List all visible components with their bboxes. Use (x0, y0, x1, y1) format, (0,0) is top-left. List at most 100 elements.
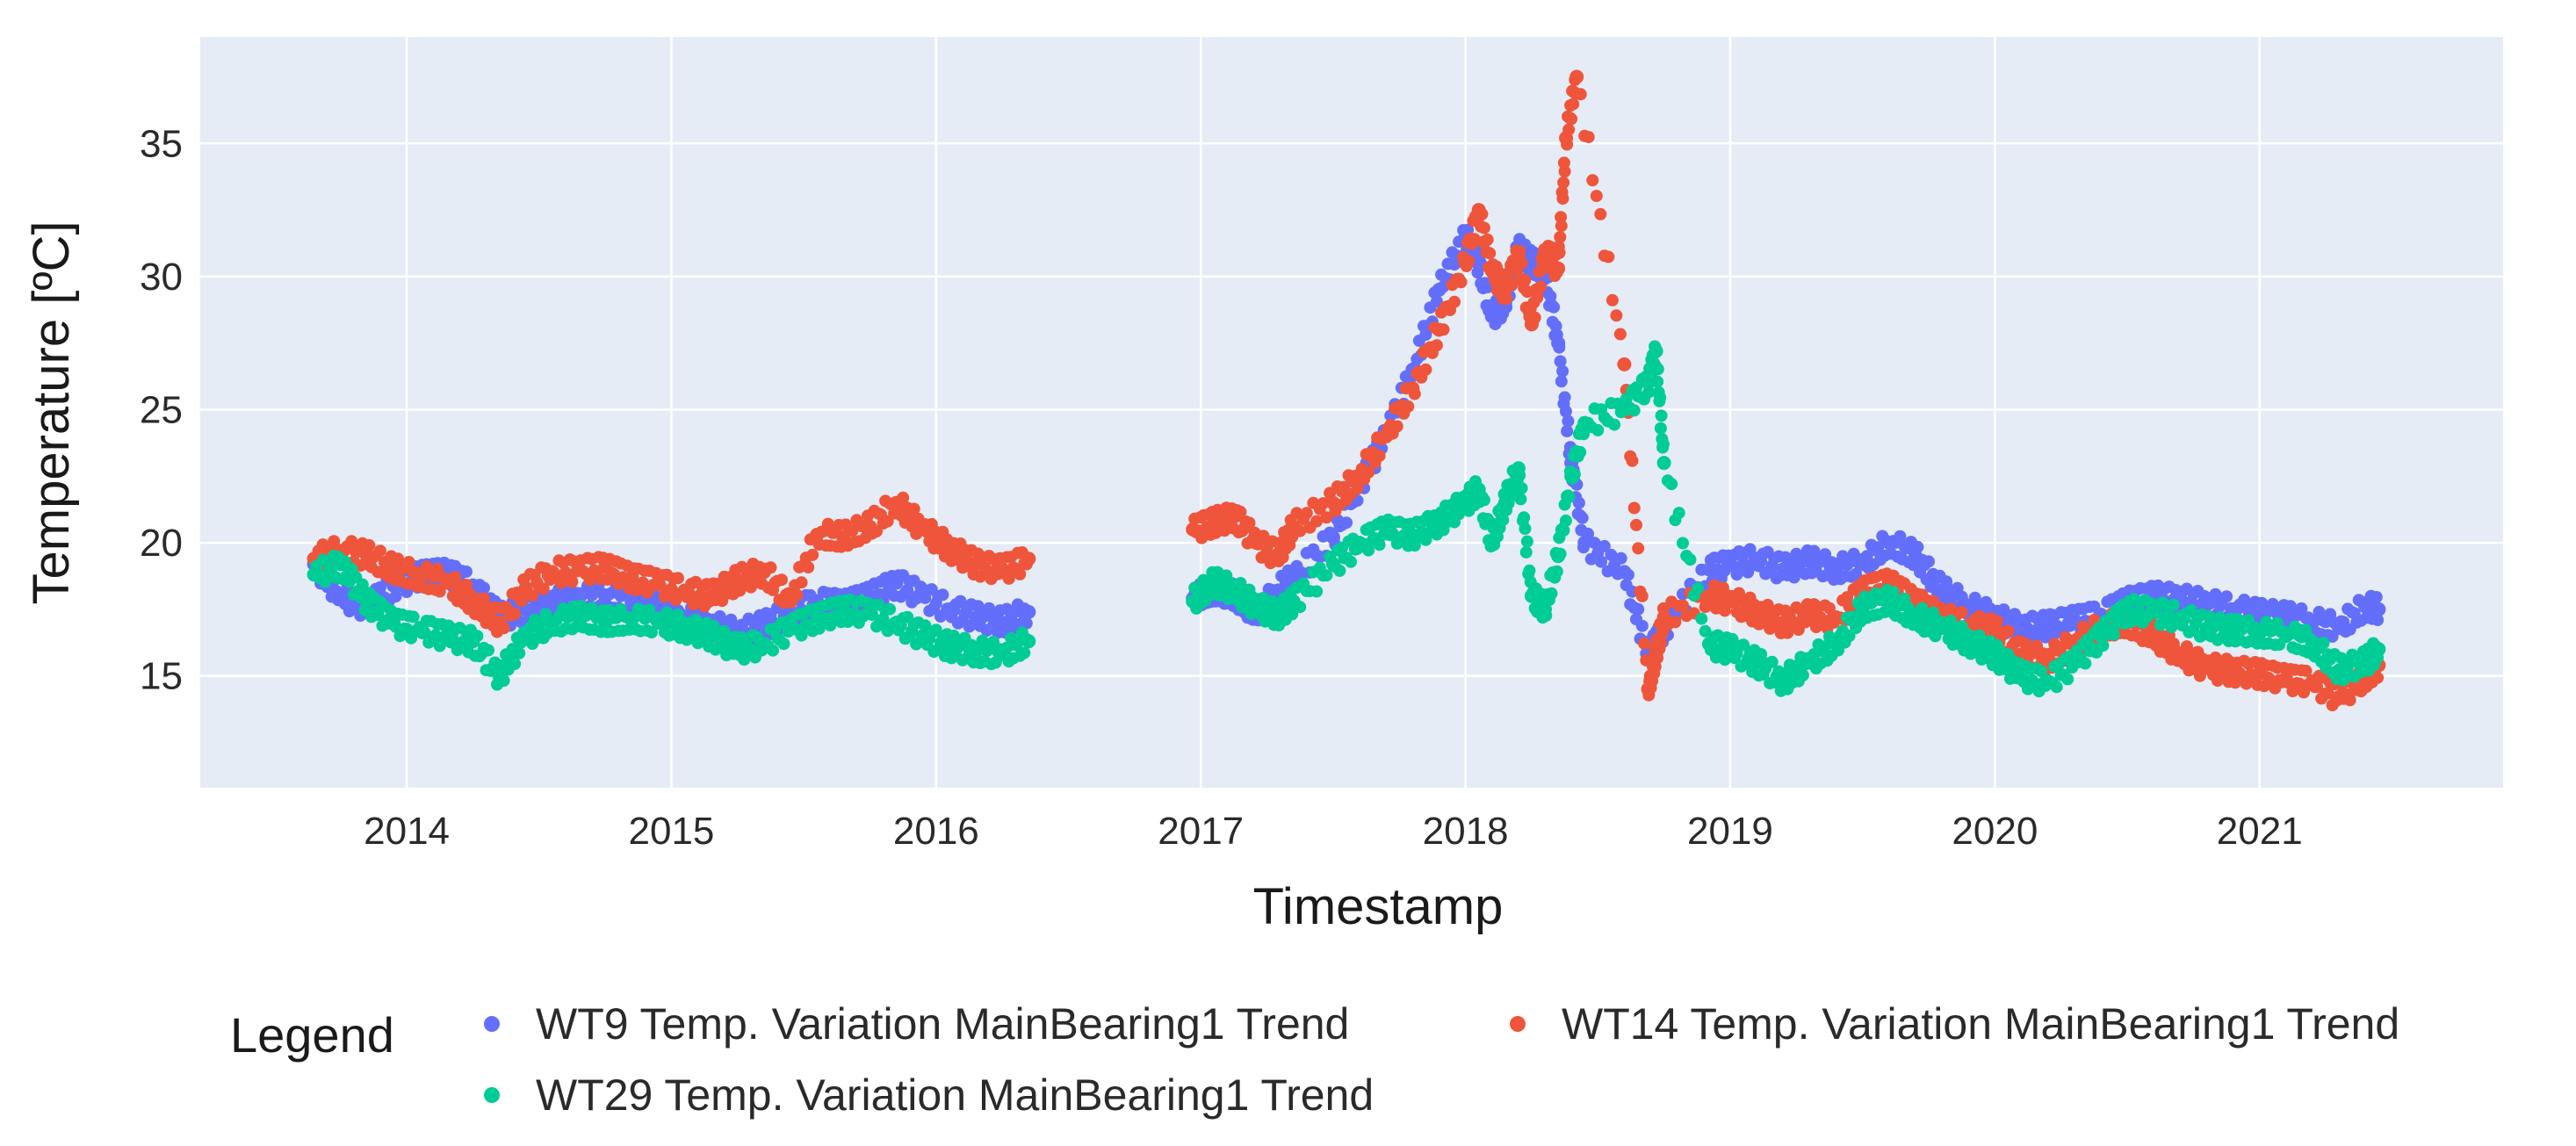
trend-marker-wt29 (1591, 423, 1605, 436)
trend-marker-wt29 (2079, 657, 2092, 670)
legend-item-wt9[interactable]: WT9 Temp. Variation MainBearing1 Trend (484, 999, 1349, 1049)
trend-marker-wt14 (1677, 599, 1689, 612)
legend-marker-wt29 (484, 1087, 500, 1103)
trend-marker-wt9 (1020, 616, 1033, 630)
trend-marker-wt29 (1642, 386, 1656, 399)
y-tick-label-35: 35 (140, 122, 183, 165)
trend-marker-wt29 (2288, 620, 2301, 633)
trend-marker-wt14 (776, 573, 788, 587)
y-tick-label-15: 15 (140, 655, 183, 698)
trend-marker-wt29 (1545, 587, 1558, 600)
trend-marker-wt29 (1608, 418, 1621, 431)
trend-marker-wt29 (1887, 586, 1900, 599)
trend-marker-wt9 (1860, 550, 1873, 563)
trend-marker-wt29 (1765, 655, 1779, 668)
x-tick-label-2014: 2014 (364, 810, 450, 853)
trend-marker-wt14 (1002, 572, 1015, 585)
trend-marker-wt14 (363, 538, 376, 551)
trend-marker-wt14 (806, 548, 819, 561)
trend-marker-wt29 (1898, 592, 1911, 605)
x-tick-label-2018: 2018 (1423, 810, 1509, 853)
trend-marker-wt14 (1448, 295, 1461, 308)
trend-marker-wt9 (1588, 537, 1601, 550)
trend-marker-wt14 (1555, 211, 1568, 224)
trend-marker-wt14 (1594, 207, 1607, 220)
trend-marker-wt14 (1519, 273, 1532, 286)
trend-marker-wt14 (1602, 250, 1615, 263)
trend-marker-wt29 (2096, 639, 2110, 652)
trend-marker-wt9 (389, 590, 402, 603)
trend-marker-wt29 (1627, 404, 1641, 417)
trend-marker-wt14 (1515, 256, 1528, 270)
trend-marker-wt29 (1477, 494, 1490, 507)
trend-marker-wt14 (2002, 624, 2015, 638)
trend-marker-wt29 (2270, 616, 2284, 630)
trend-marker-wt14 (1483, 247, 1497, 260)
legend-item-wt14[interactable]: WT14 Temp. Variation MainBearing1 Trend (1510, 999, 2399, 1049)
trend-marker-wt14 (1627, 501, 1641, 515)
trend-marker-wt14 (566, 575, 579, 588)
trend-marker-wt29 (1515, 481, 1528, 494)
point-wt29-52 (1656, 456, 1671, 471)
trend-marker-wt29 (1310, 585, 1324, 598)
y-axis-title: Temperature [ºC] (23, 220, 80, 604)
trend-marker-wt9 (478, 581, 490, 595)
trend-marker-wt14 (2371, 671, 2385, 684)
trend-marker-wt14 (1567, 97, 1580, 111)
trend-marker-wt29 (1665, 478, 1678, 491)
trend-marker-wt29 (1519, 523, 1532, 535)
trend-marker-wt29 (1286, 608, 1299, 621)
y-tick-label-25: 25 (140, 388, 183, 431)
y-tick-label-30: 30 (140, 256, 183, 299)
trend-marker-wt29 (1574, 445, 1587, 458)
trend-marker-wt14 (1534, 280, 1547, 293)
x-tick-label-2021: 2021 (2217, 810, 2303, 853)
trend-marker-wt14 (459, 579, 473, 591)
trend-marker-wt14 (1605, 293, 1619, 306)
x-tick-label-2016: 2016 (893, 810, 979, 853)
trend-marker-wt14 (1557, 176, 1570, 189)
trend-marker-wt9 (1430, 295, 1443, 308)
trend-marker-wt14 (392, 552, 404, 566)
trend-marker-wt29 (1540, 609, 1553, 622)
trend-marker-wt14 (802, 561, 815, 573)
point-wt29-79 (2371, 642, 2386, 657)
trend-marker-wt14 (1513, 244, 1526, 257)
trend-marker-wt29 (1514, 493, 1527, 506)
trend-marker-wt14 (1553, 246, 1566, 259)
trend-marker-wt14 (1626, 454, 1639, 467)
trend-marker-wt29 (2061, 673, 2075, 686)
trend-marker-wt14 (1430, 339, 1443, 352)
trend-marker-wt9 (1548, 300, 1561, 314)
trend-marker-wt9 (1556, 364, 1569, 378)
trend-marker-wt14 (1300, 507, 1313, 520)
trend-marker-wt9 (1635, 619, 1649, 632)
trend-marker-wt14 (1558, 165, 1571, 178)
trend-marker-wt29 (513, 646, 526, 659)
trend-marker-wt9 (1595, 555, 1607, 568)
trend-marker-wt14 (1669, 616, 1682, 629)
series-wt14 (307, 69, 2386, 711)
trend-marker-wt14 (907, 502, 920, 515)
point-wt14-49 (1617, 357, 1632, 371)
trend-marker-wt9 (1555, 375, 1568, 388)
trend-marker-wt14 (1481, 233, 1494, 246)
trend-marker-wt9 (1562, 414, 1575, 428)
trend-marker-wt14 (1454, 276, 1468, 289)
trend-marker-wt29 (1677, 537, 1689, 550)
trend-marker-wt29 (1568, 468, 1581, 481)
legend-item-wt29[interactable]: WT29 Temp. Variation MainBearing1 Trend (484, 1070, 1374, 1120)
trend-marker-wt9 (1632, 602, 1645, 616)
trend-marker-wt14 (1955, 606, 1968, 619)
x-tick-label-2015: 2015 (629, 810, 715, 853)
legend-label-wt29: WT29 Temp. Variation MainBearing1 Trend (536, 1070, 1374, 1120)
x-tick-label-2019: 2019 (1687, 810, 1773, 853)
legend-title: Legend (230, 1007, 394, 1063)
trend-marker-wt9 (1598, 539, 1611, 552)
trend-marker-wt14 (1500, 292, 1513, 306)
point-wt9-79 (2371, 602, 2386, 616)
trend-marker-wt9 (2371, 614, 2385, 626)
trend-marker-wt14 (1610, 309, 1623, 322)
trend-marker-wt29 (446, 632, 459, 645)
legend-label-wt9: WT9 Temp. Variation MainBearing1 Trend (536, 999, 1349, 1049)
